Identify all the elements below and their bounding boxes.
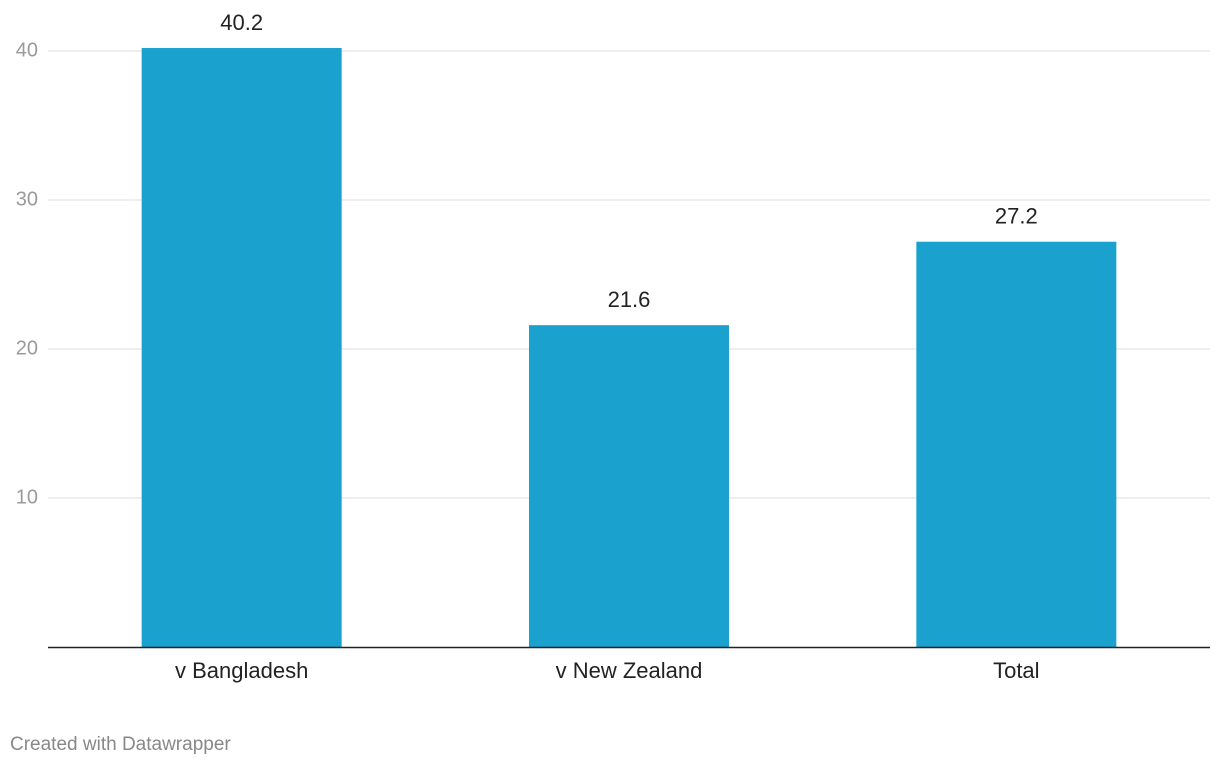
x-tick-label: v Bangladesh bbox=[175, 658, 308, 683]
value-label: 40.2 bbox=[220, 10, 263, 35]
value-label: 21.6 bbox=[608, 287, 651, 312]
y-tick-label: 30 bbox=[16, 188, 38, 210]
y-tick-label: 10 bbox=[16, 486, 38, 508]
bar bbox=[916, 241, 1117, 647]
bar bbox=[529, 325, 729, 647]
value-label: 27.2 bbox=[995, 204, 1038, 229]
x-tick-label: v New Zealand bbox=[556, 658, 703, 683]
y-tick-label: 40 bbox=[16, 39, 38, 61]
bar bbox=[141, 48, 342, 647]
y-tick-label: 20 bbox=[16, 337, 38, 359]
x-tick-label: Total bbox=[993, 658, 1039, 683]
credit: Created with Datawrapper bbox=[10, 734, 231, 755]
